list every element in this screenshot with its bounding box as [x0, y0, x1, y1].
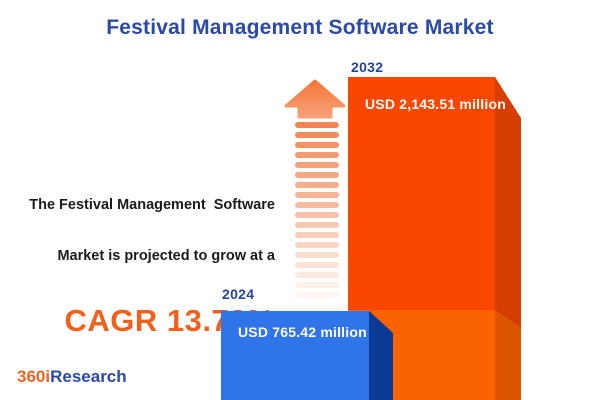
bar-2024-front-face: [221, 311, 369, 400]
bar-2024-value-label: USD 765.42 million: [238, 324, 367, 340]
growth-arrow-icon: [284, 79, 346, 302]
arrow-stripe: [295, 222, 339, 228]
arrow-stripe: [295, 282, 339, 288]
arrow-stripe: [295, 162, 339, 168]
arrow-stripe: [295, 292, 339, 298]
logo-research: Research: [50, 367, 127, 386]
arrow-stripe: [295, 272, 339, 278]
arrow-stripes: [295, 122, 339, 298]
arrow-stripe: [295, 142, 339, 148]
annotation-line-2: Market is projected to grow at a: [57, 248, 275, 264]
arrow-stripe: [295, 252, 339, 258]
arrow-stripe: [295, 242, 339, 248]
bar-2024-year-label: 2024: [222, 286, 255, 302]
logo-360i: 360i: [17, 367, 51, 386]
arrow-stripe: [295, 202, 339, 208]
arrow-stripe: [295, 262, 339, 268]
page-title: Festival Management Software Market: [106, 16, 494, 39]
annotation-line-1: The Festival Management Software: [29, 197, 275, 213]
arrow-stripe: [295, 192, 339, 198]
arrow-stripe: [295, 232, 339, 238]
bar-2032-value-label: USD 2,143.51 million: [365, 96, 506, 112]
arrow-head-icon: [284, 79, 346, 119]
company-logo: 360iResearch: [17, 367, 127, 387]
arrow-stripe: [295, 122, 339, 128]
arrow-stripe: [295, 182, 339, 188]
arrow-stripe: [295, 152, 339, 158]
bar-2032-year-label: 2032: [351, 59, 384, 75]
arrow-stripe: [295, 212, 339, 218]
arrow-stripe: [295, 172, 339, 178]
arrow-stripe: [295, 132, 339, 138]
